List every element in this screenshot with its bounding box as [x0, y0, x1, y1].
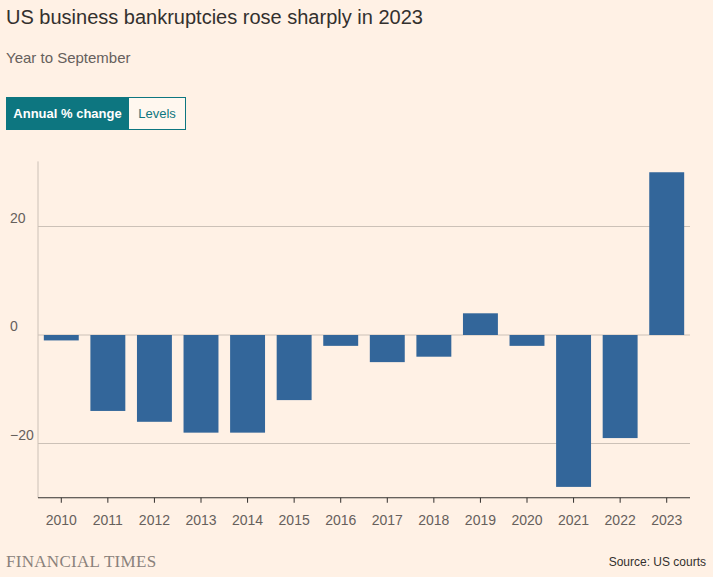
- bar: [137, 335, 172, 422]
- x-tick-label: 2019: [465, 512, 496, 528]
- button-box[interactable]: [7, 98, 129, 130]
- x-tick: [666, 498, 667, 503]
- x-tick-label: 2017: [372, 512, 403, 528]
- x-tick: [387, 498, 388, 503]
- x-tick-label: 2010: [46, 512, 77, 528]
- bar: [603, 335, 638, 438]
- bar: [556, 335, 591, 487]
- x-tick: [107, 498, 108, 503]
- bars: [44, 172, 684, 487]
- button-box[interactable]: [129, 98, 186, 130]
- button-label[interactable]: Annual % change: [13, 106, 121, 121]
- bar: [230, 335, 265, 433]
- bar: [44, 335, 79, 340]
- title: US business bankruptcies rose sharply in…: [6, 6, 423, 28]
- x-tick-label: 2023: [651, 512, 682, 528]
- bar: [510, 335, 545, 346]
- y-tick-label: 0: [10, 318, 18, 334]
- x-tick: [61, 498, 62, 503]
- toggle-button[interactable]: Levels: [129, 98, 186, 130]
- x-tick-label: 2015: [279, 512, 310, 528]
- x-tick-label: 2018: [418, 512, 449, 528]
- publisher: FINANCIAL TIMES: [6, 552, 156, 571]
- bar: [90, 335, 125, 411]
- source: Source: US courts: [609, 555, 706, 569]
- x-tick: [247, 498, 248, 503]
- bar: [323, 335, 358, 346]
- x-tick: [294, 498, 295, 503]
- bar: [370, 335, 405, 362]
- x-tick-label: 2011: [93, 512, 123, 528]
- button-label[interactable]: Levels: [138, 106, 176, 121]
- bar: [277, 335, 312, 400]
- chart: US business bankruptcies rose sharply in…: [0, 0, 713, 577]
- y-tick-label: −20: [10, 427, 34, 443]
- x-tick-label: 2016: [325, 512, 356, 528]
- grid-line: [38, 335, 690, 336]
- x-tick: [433, 498, 434, 503]
- x-tick-label: 2021: [558, 512, 589, 528]
- x-tick: [573, 498, 574, 503]
- x-tick-label: 2022: [605, 512, 636, 528]
- x-tick: [480, 498, 481, 503]
- bar: [184, 335, 219, 433]
- grid-line: [38, 226, 690, 227]
- y-axis-line: [38, 161, 39, 497]
- x-tick-label: 2013: [185, 512, 216, 528]
- x-tick: [340, 498, 341, 503]
- x-axis-line: [38, 497, 690, 498]
- subtitle: Year to September: [6, 49, 131, 66]
- y-tick-label: 20: [10, 210, 26, 226]
- x-tick: [527, 498, 528, 503]
- x-tick-label: 2020: [511, 512, 542, 528]
- x-tick: [154, 498, 155, 503]
- bar: [463, 313, 498, 335]
- toggle-button[interactable]: Annual % change: [7, 98, 129, 130]
- bar: [649, 172, 684, 335]
- grid-line: [38, 443, 690, 444]
- x-tick: [201, 498, 202, 503]
- bar: [416, 335, 451, 357]
- x-tick: [620, 498, 621, 503]
- x-tick-label: 2012: [139, 512, 170, 528]
- x-tick-label: 2014: [232, 512, 263, 528]
